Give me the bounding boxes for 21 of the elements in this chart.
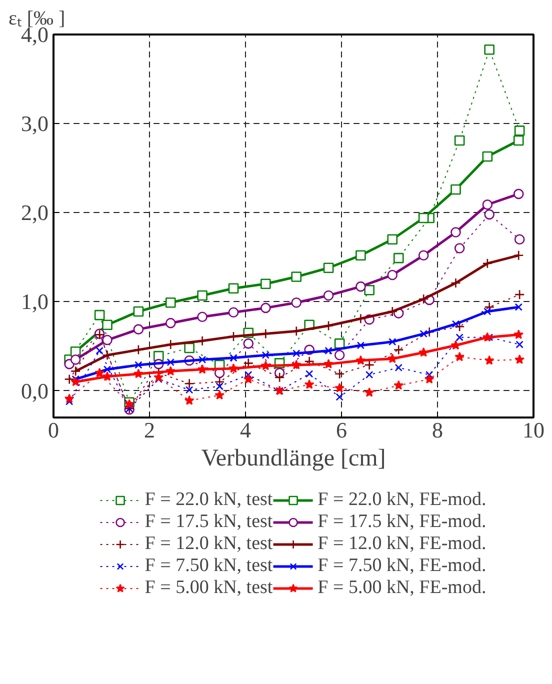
legend-label: F = 22.0 kN, FE-mod. xyxy=(318,489,486,511)
x-axis-title: Verbundlänge [cm] xyxy=(201,446,386,472)
legend-label: F = 22.0 kN, test xyxy=(144,489,273,511)
y-tick-label: 2,0 xyxy=(21,200,48,226)
legend-label: F = 5.00 kN, test xyxy=(144,577,273,599)
legend-label: F = 12.0 kN, test xyxy=(144,533,273,555)
y-tick-label: 0,0 xyxy=(21,378,48,404)
x-tick-label: 6 xyxy=(336,418,347,442)
x-tick-label: 0 xyxy=(48,418,59,442)
x-tick-label: 4 xyxy=(240,418,251,442)
legend-label: F = 5.00 kN, FE-mod. xyxy=(318,577,486,599)
legend-label: F = 7.50 kN, FE-mod. xyxy=(318,555,486,577)
legend-label: F = 7.50 kN, test xyxy=(144,555,273,577)
legend-label: F = 17.5 kN, test xyxy=(144,511,273,533)
legend-label: F = 17.5 kN, FE-mod. xyxy=(318,511,486,533)
y-tick-label: 1,0 xyxy=(21,289,48,314)
legend-label: F = 12.0 kN, FE-mod. xyxy=(318,533,486,555)
x-tick-label: 8 xyxy=(432,418,443,442)
x-tick-label: 10 xyxy=(522,418,544,442)
y-tick-label: 3,0 xyxy=(21,111,48,136)
x-tick-label: 2 xyxy=(144,418,155,442)
